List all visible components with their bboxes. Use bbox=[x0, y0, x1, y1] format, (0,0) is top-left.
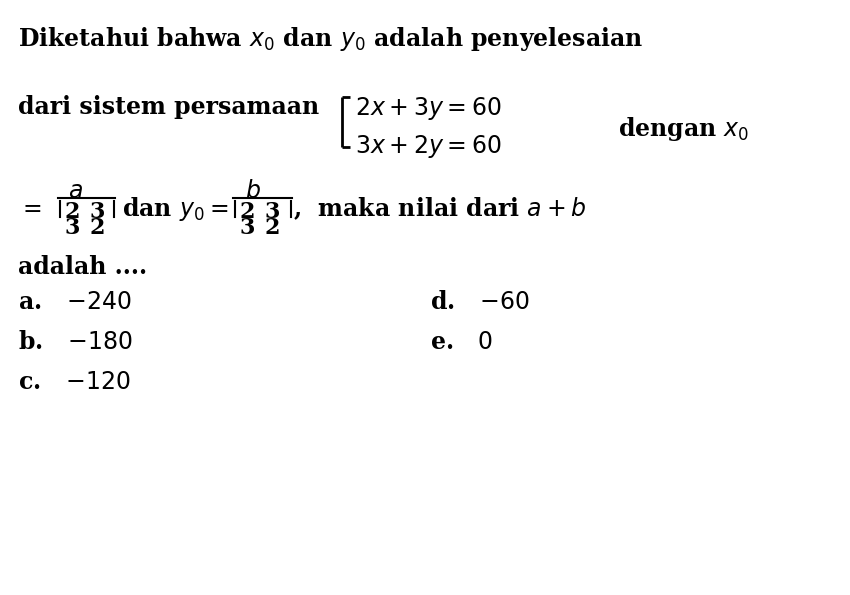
Text: c.   $-120$: c. $-120$ bbox=[18, 370, 131, 394]
Text: dengan $x_0$: dengan $x_0$ bbox=[618, 115, 750, 143]
Text: 2: 2 bbox=[265, 217, 280, 239]
Text: $3x + 2y = 60$: $3x + 2y = 60$ bbox=[355, 133, 502, 160]
Text: 3: 3 bbox=[65, 217, 81, 239]
Text: 3: 3 bbox=[265, 201, 280, 223]
Text: 2: 2 bbox=[240, 201, 256, 223]
Text: $2x + 3y = 60$: $2x + 3y = 60$ bbox=[355, 95, 502, 122]
Text: Diketahui bahwa $x_0$ dan $y_0$ adalah penyelesaian: Diketahui bahwa $x_0$ dan $y_0$ adalah p… bbox=[18, 25, 643, 53]
Text: 3: 3 bbox=[240, 217, 255, 239]
Text: 2: 2 bbox=[65, 201, 81, 223]
Text: b.   $-180$: b. $-180$ bbox=[18, 330, 133, 354]
Text: 2: 2 bbox=[90, 217, 105, 239]
Text: $=$: $=$ bbox=[18, 195, 42, 219]
Text: dari sistem persamaan: dari sistem persamaan bbox=[18, 95, 319, 119]
Text: ,  maka nilai dari $a + b$: , maka nilai dari $a + b$ bbox=[293, 195, 586, 222]
Text: $a$: $a$ bbox=[68, 180, 83, 203]
Text: adalah ....: adalah .... bbox=[18, 255, 147, 279]
Text: e.   $0$: e. $0$ bbox=[430, 330, 493, 354]
Text: dan $y_0 =$: dan $y_0 =$ bbox=[122, 195, 229, 223]
Text: 3: 3 bbox=[90, 201, 105, 223]
Text: d.   $-60$: d. $-60$ bbox=[430, 290, 530, 314]
Text: a.   $-240$: a. $-240$ bbox=[18, 290, 132, 314]
Text: $b$: $b$ bbox=[245, 180, 261, 203]
